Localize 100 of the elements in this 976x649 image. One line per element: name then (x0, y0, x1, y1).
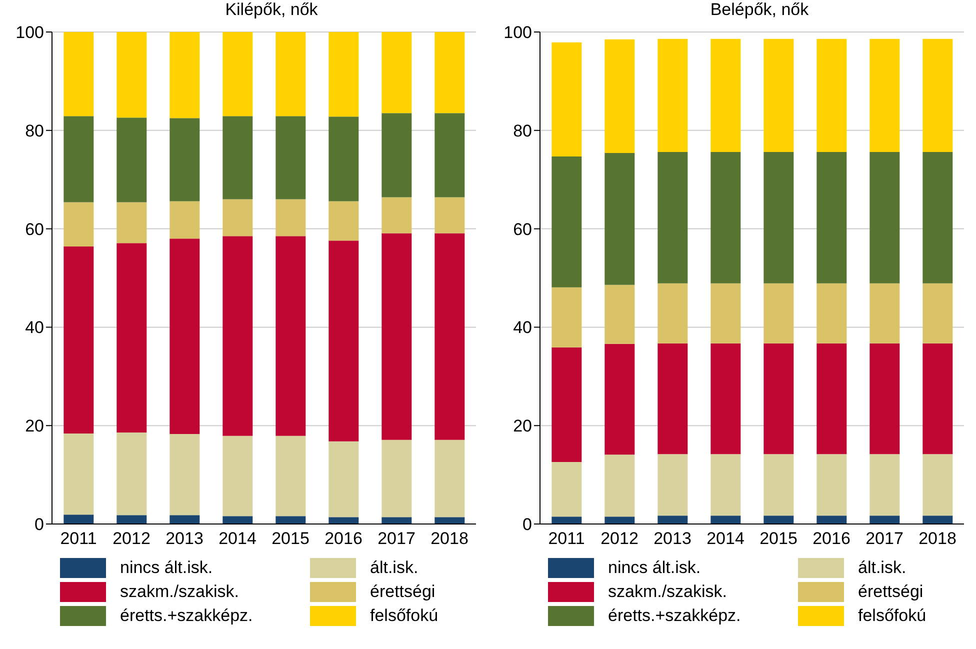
bar (276, 32, 306, 116)
bar (922, 152, 953, 284)
bar (116, 202, 147, 244)
bar (922, 283, 953, 344)
y-tick-label: 60 (25, 220, 44, 239)
legend-label: ált.isk. (370, 558, 418, 578)
x-tick-label: 2013 (654, 529, 692, 548)
bar (658, 343, 688, 454)
y-tick-label: 60 (513, 220, 532, 239)
bar (276, 436, 306, 516)
bar (764, 343, 794, 454)
x-tick-label: 2018 (918, 529, 956, 548)
bar (222, 516, 253, 524)
x-tick-label: 2016 (324, 529, 362, 548)
bar (222, 116, 253, 200)
legend-label: szakm./szakisk. (120, 582, 240, 602)
bar (222, 436, 253, 516)
bar (434, 197, 465, 234)
x-tick-label: 2018 (430, 529, 468, 548)
legend-label: felsőfokú (370, 606, 438, 626)
bar (870, 516, 900, 524)
bar (434, 517, 465, 524)
bar (170, 434, 200, 516)
bar (764, 516, 794, 524)
bar (710, 152, 741, 284)
bar (328, 32, 359, 117)
bar (710, 343, 741, 454)
bar (922, 454, 953, 516)
bar (658, 283, 688, 344)
bar (922, 343, 953, 454)
x-tick-label: 2012 (600, 529, 638, 548)
bar (710, 516, 741, 524)
bar (276, 236, 306, 436)
x-tick-label: 2016 (812, 529, 850, 548)
bar (816, 454, 847, 516)
bar (382, 440, 412, 518)
bar (816, 516, 847, 524)
bar (434, 32, 465, 114)
bar (116, 32, 147, 118)
bar (64, 32, 94, 116)
bar (816, 343, 847, 454)
bar (222, 236, 253, 436)
bar (658, 38, 688, 152)
y-tick-label: 100 (16, 23, 44, 42)
bar (64, 433, 94, 515)
x-tick-label: 2012 (112, 529, 150, 548)
bar (604, 516, 635, 524)
bar (604, 284, 635, 344)
bar (710, 38, 741, 152)
x-tick-label: 2011 (548, 529, 585, 548)
bar (552, 516, 582, 524)
bar (816, 38, 847, 152)
bar (276, 199, 306, 236)
x-tick-label: 2015 (272, 529, 310, 548)
bar (116, 118, 147, 202)
legend-label: felsőfokú (858, 606, 926, 626)
bar (434, 113, 465, 198)
bar (382, 32, 412, 114)
y-tick-label: 40 (25, 318, 44, 338)
bar (922, 516, 953, 524)
y-tick-label: 0 (34, 515, 44, 534)
bar (604, 454, 635, 517)
bar (764, 38, 794, 152)
y-tick-label: 0 (522, 515, 532, 534)
bar (170, 32, 200, 118)
y-tick-label: 100 (504, 23, 532, 42)
bar (222, 32, 253, 116)
x-tick-label: 2014 (218, 529, 256, 548)
x-tick-label: 2017 (378, 529, 416, 548)
bar (552, 347, 582, 462)
y-tick-label: 20 (513, 416, 532, 436)
bar (382, 517, 412, 524)
legend-label: érettségi (370, 582, 436, 602)
bar (328, 116, 359, 202)
bar (64, 514, 94, 524)
bar (764, 152, 794, 284)
bar (658, 454, 688, 516)
bar (922, 38, 953, 152)
bar (764, 454, 794, 516)
y-tick-label: 80 (25, 121, 44, 140)
bar (710, 283, 741, 344)
bar (710, 454, 741, 516)
bar (64, 116, 94, 202)
x-tick-label: 2015 (760, 529, 798, 548)
legend-label: érettségi (858, 582, 924, 602)
y-tick-label: 40 (513, 318, 532, 338)
bar (552, 462, 582, 517)
bar (276, 516, 306, 524)
bar (552, 156, 582, 288)
bar (382, 113, 412, 198)
bar (328, 441, 359, 518)
y-tick-label: 80 (513, 121, 532, 140)
bar (658, 516, 688, 524)
bar (116, 432, 147, 516)
bar (170, 238, 200, 434)
bar (816, 152, 847, 284)
bar (604, 153, 635, 285)
bar (116, 515, 147, 524)
bar (328, 201, 359, 241)
bar (870, 343, 900, 454)
